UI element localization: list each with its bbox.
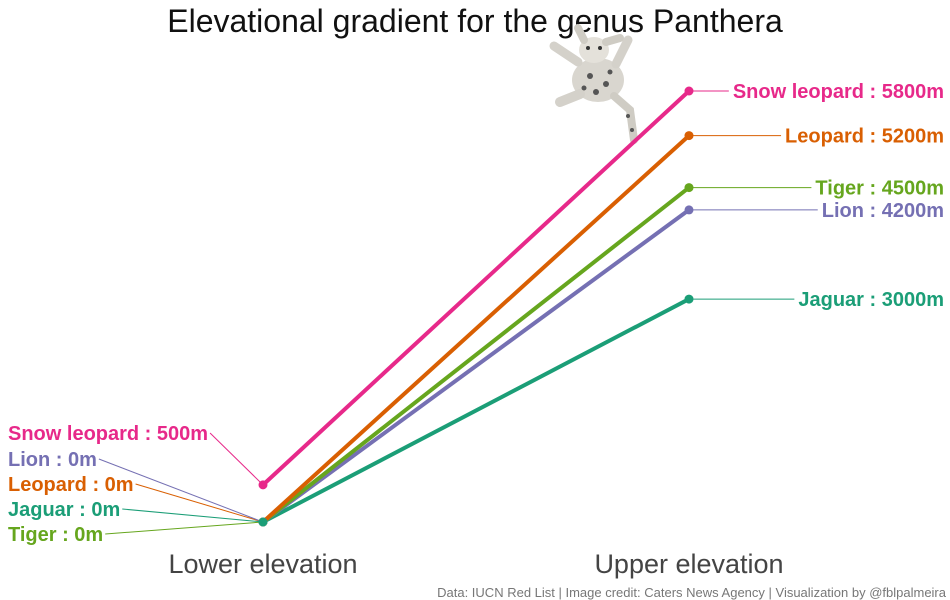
data-label-upper-tiger: Tiger : 4500m <box>815 178 944 200</box>
series-line-tiger <box>261 185 691 524</box>
leader-line-lower-lion <box>98 458 264 523</box>
data-label-lower-lion: Lion : 0m <box>8 449 97 471</box>
data-label-upper-lion: Lion : 4200m <box>822 200 944 222</box>
snow-leopard-icon <box>549 24 638 144</box>
data-label-lower-tiger: Tiger : 0m <box>8 524 103 546</box>
series-line-leopard <box>261 133 691 524</box>
series-line-jaguar <box>261 297 691 524</box>
x-category-label-lower: Lower elevation <box>168 549 357 579</box>
data-label-upper-leopard: Leopard : 5200m <box>785 126 944 148</box>
data-label-upper-snow-leopard: Snow leopard : 5800m <box>733 81 944 103</box>
data-label-lower-snow-leopard: Snow leopard : 500m <box>8 423 208 445</box>
series-line-snow-leopard <box>261 89 691 487</box>
series-line-lion <box>261 207 691 524</box>
leader-line-lower-leopard <box>135 483 264 523</box>
leader-line-lower-tiger <box>105 521 264 535</box>
data-label-upper-jaguar: Jaguar : 3000m <box>798 289 944 311</box>
chart-title: Elevational gradient for the genus Panth… <box>167 3 783 39</box>
leader-line-lower-jaguar <box>122 508 264 523</box>
data-label-lower-leopard: Leopard : 0m <box>8 474 134 496</box>
plot-area: Snow leopard : 500m Snow leopard : 5800m L… <box>8 81 944 546</box>
data-label-lower-jaguar: Jaguar : 0m <box>8 499 120 521</box>
caption: Data: IUCN Red List | Image credit: Cate… <box>437 585 947 600</box>
x-category-label-upper: Upper elevation <box>594 549 783 579</box>
leader-line-lower-snow-leopard <box>209 432 264 486</box>
